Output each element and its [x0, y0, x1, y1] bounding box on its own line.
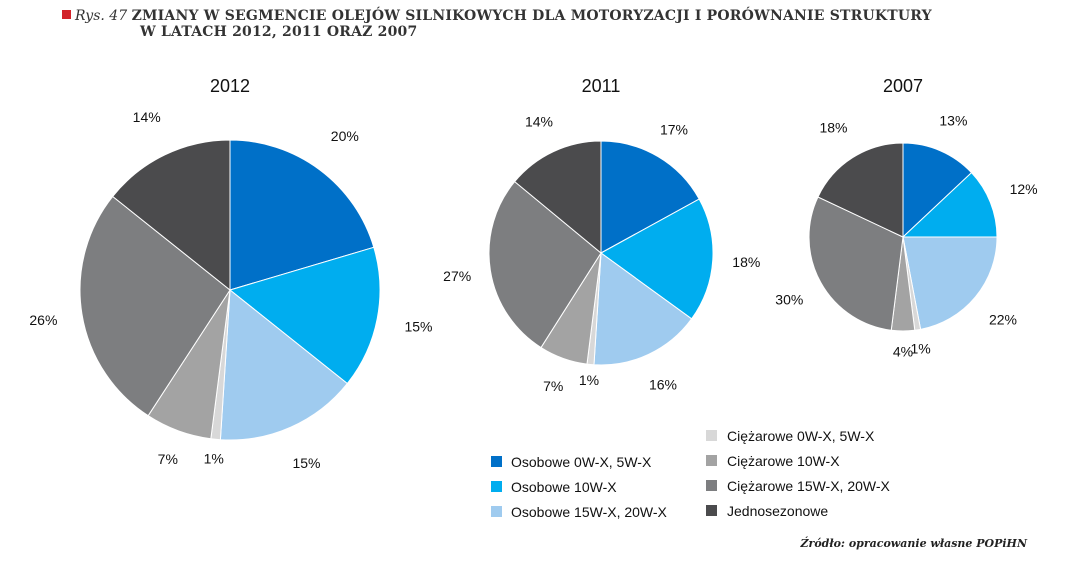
- slice-label-2007-4: 1%: [910, 340, 930, 356]
- legend-swatch-2: [491, 481, 502, 492]
- legend-swatch-3: [491, 506, 502, 517]
- pie-slice-2007-7: [817, 142, 904, 238]
- slice-label-2012-4: 1%: [204, 451, 224, 467]
- slice-label-2011-5: 7%: [543, 378, 563, 394]
- figure-header: Rys. 47 ZMIANY W SEGMENCIE OLEJÓW SILNIK…: [62, 8, 1052, 40]
- slice-label-2012-3: 15%: [292, 455, 320, 471]
- pie-slice-2012-2: [228, 246, 381, 385]
- legend-label-1: Osobowe 0W-X, 5W-X: [511, 454, 652, 470]
- slice-label-2007-7: 18%: [819, 120, 847, 136]
- pie-slice-2012-1: [229, 139, 375, 291]
- slice-label-2012-1: 20%: [331, 128, 359, 144]
- legend-swatch-1: [491, 456, 502, 467]
- slice-label-2012-7: 14%: [133, 109, 161, 125]
- figure-number: Rys. 47: [75, 8, 128, 24]
- pie-slice-2011-6: [488, 180, 602, 349]
- slice-label-2011-6: 27%: [443, 268, 471, 284]
- red-square-icon: [62, 10, 71, 19]
- slice-label-2011-3: 16%: [649, 377, 677, 393]
- pie-title-2007: 2007: [883, 76, 923, 96]
- slice-label-2012-2: 15%: [404, 319, 432, 335]
- pie-slice-2007-3: [902, 236, 998, 330]
- pie-slice-2012-6: [79, 195, 231, 417]
- figure-title-line2: W LATACH 2012, 2011 ORAZ 2007: [140, 24, 418, 40]
- pie-slice-2007-1: [902, 142, 973, 239]
- slice-label-2007-1: 13%: [939, 113, 967, 129]
- slice-label-2011-7: 14%: [525, 113, 553, 129]
- figure-title-line1: ZMIANY W SEGMENCIE OLEJÓW SILNIKOWYCH DL…: [131, 8, 932, 24]
- pie-title-2012: 2012: [210, 76, 250, 96]
- slice-label-2011-1: 17%: [660, 122, 688, 138]
- pie-slice-2012-7: [112, 139, 231, 292]
- slice-label-2012-5: 7%: [158, 451, 178, 467]
- legend-swatch-7: [706, 505, 717, 516]
- legend-label-7: Jednosezonowe: [727, 503, 828, 519]
- pie-slice-2007-2: [901, 171, 998, 238]
- slice-label-2012-6: 26%: [29, 312, 57, 328]
- pie-slice-2011-2: [600, 198, 714, 320]
- legend-label-3: Osobowe 15W-X, 20W-X: [511, 504, 668, 520]
- slice-label-2007-3: 22%: [989, 312, 1017, 328]
- pie-slice-2011-1: [600, 140, 700, 254]
- legend-swatch-6: [706, 480, 717, 491]
- pie-title-2011: 2011: [582, 76, 621, 96]
- slice-label-2007-5: 4%: [893, 344, 913, 360]
- legend-label-4: Ciężarowe 0W-X, 5W-X: [727, 428, 875, 444]
- pie-slice-2012-3: [219, 289, 348, 441]
- legend-label-5: Ciężarowe 10W-X: [727, 453, 840, 469]
- legend-swatch-4: [706, 430, 717, 441]
- legend-label-6: Ciężarowe 15W-X, 20W-X: [727, 478, 891, 494]
- slice-label-2007-2: 12%: [1010, 181, 1038, 197]
- source-note: Źródło: opracowanie własne POPiHN: [800, 537, 1028, 550]
- legend-swatch-5: [706, 455, 717, 466]
- slice-label-2011-2: 18%: [732, 254, 760, 270]
- pie-slice-2011-7: [513, 140, 602, 255]
- slice-label-2007-6: 30%: [775, 292, 803, 308]
- legend-label-2: Osobowe 10W-X: [511, 479, 617, 495]
- slice-label-2011-4: 1%: [579, 372, 599, 388]
- pie-slice-2007-6: [808, 196, 904, 331]
- pie-slice-2011-3: [593, 252, 693, 366]
